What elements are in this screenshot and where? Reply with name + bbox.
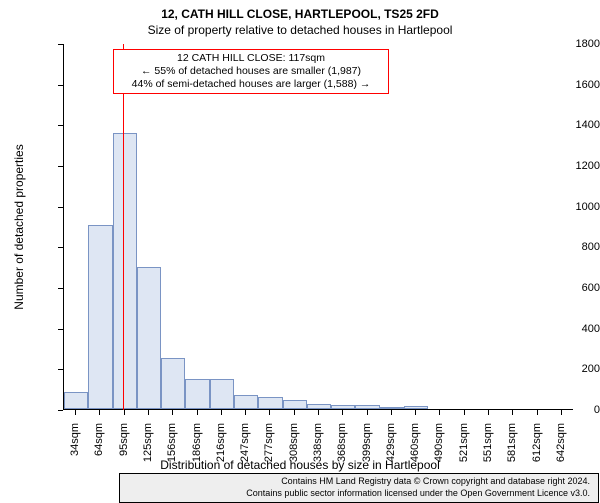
- histogram-bar: [64, 392, 88, 409]
- x-tick-label: 308sqm: [288, 423, 300, 473]
- x-tick-mark: [124, 410, 125, 415]
- y-tick-mark: [58, 410, 63, 411]
- y-tick-mark: [58, 125, 63, 126]
- y-tick-mark: [58, 44, 63, 45]
- y-tick-mark: [58, 288, 63, 289]
- x-tick-mark: [537, 410, 538, 415]
- x-tick-label: 642sqm: [555, 423, 567, 473]
- x-tick-mark: [99, 410, 100, 415]
- x-tick-mark: [75, 410, 76, 415]
- histogram-bar: [210, 379, 234, 410]
- chart-title-line1: 12, CATH HILL CLOSE, HARTLEPOOL, TS25 2F…: [0, 7, 600, 21]
- x-tick-label: 156sqm: [166, 423, 178, 473]
- x-tick-label: 581sqm: [506, 423, 518, 473]
- y-tick-mark: [58, 166, 63, 167]
- y-tick-mark: [58, 329, 63, 330]
- x-tick-mark: [342, 410, 343, 415]
- histogram-bar: [355, 405, 379, 409]
- footer-attribution: Contains HM Land Registry data © Crown c…: [119, 473, 599, 503]
- histogram-bar: [161, 358, 185, 409]
- x-tick-label: 247sqm: [239, 423, 251, 473]
- x-tick-mark: [172, 410, 173, 415]
- histogram-bar: [331, 405, 355, 409]
- x-tick-label: 277sqm: [263, 423, 275, 473]
- y-tick-mark: [58, 369, 63, 370]
- y-tick-mark: [58, 85, 63, 86]
- x-tick-mark: [197, 410, 198, 415]
- x-tick-mark: [269, 410, 270, 415]
- y-tick-label: 600: [545, 282, 600, 294]
- x-tick-mark: [367, 410, 368, 415]
- x-tick-label: 521sqm: [458, 423, 470, 473]
- x-tick-label: 612sqm: [531, 423, 543, 473]
- histogram-bar: [258, 397, 282, 409]
- histogram-bar: [380, 407, 404, 409]
- y-tick-label: 1600: [545, 79, 600, 91]
- annotation-line: ← 55% of detached houses are smaller (1,…: [120, 65, 382, 78]
- y-tick-mark: [58, 207, 63, 208]
- x-tick-label: 95sqm: [118, 423, 130, 473]
- x-tick-mark: [488, 410, 489, 415]
- x-tick-mark: [439, 410, 440, 415]
- y-tick-label: 400: [545, 323, 600, 335]
- y-tick-label: 1800: [545, 38, 600, 50]
- x-tick-label: 399sqm: [361, 423, 373, 473]
- histogram-bar: [404, 406, 428, 409]
- x-tick-label: 551sqm: [482, 423, 494, 473]
- histogram-bar: [113, 133, 137, 409]
- x-tick-mark: [318, 410, 319, 415]
- x-tick-mark: [512, 410, 513, 415]
- y-axis-label: Number of detached properties: [12, 44, 26, 410]
- x-tick-mark: [221, 410, 222, 415]
- reference-line: [123, 44, 124, 410]
- x-tick-mark: [245, 410, 246, 415]
- annotation-box: 12 CATH HILL CLOSE: 117sqm← 55% of detac…: [113, 49, 389, 94]
- x-tick-mark: [391, 410, 392, 415]
- x-tick-label: 34sqm: [69, 423, 81, 473]
- y-tick-mark: [58, 247, 63, 248]
- chart-title-line2: Size of property relative to detached ho…: [0, 23, 600, 37]
- x-tick-label: 490sqm: [433, 423, 445, 473]
- x-tick-label: 125sqm: [142, 423, 154, 473]
- x-tick-label: 460sqm: [409, 423, 421, 473]
- annotation-line: 44% of semi-detached houses are larger (…: [120, 78, 382, 91]
- histogram-bar: [185, 379, 209, 410]
- y-tick-label: 200: [545, 363, 600, 375]
- x-tick-label: 368sqm: [336, 423, 348, 473]
- x-tick-mark: [294, 410, 295, 415]
- y-tick-label: 0: [545, 404, 600, 416]
- y-tick-label: 800: [545, 241, 600, 253]
- x-tick-mark: [148, 410, 149, 415]
- histogram-bar: [283, 400, 307, 409]
- histogram-bar: [234, 395, 258, 409]
- x-tick-mark: [561, 410, 562, 415]
- y-tick-label: 1400: [545, 119, 600, 131]
- footer-line: Contains public sector information licen…: [128, 488, 590, 500]
- histogram-bar: [88, 225, 112, 409]
- x-tick-label: 186sqm: [191, 423, 203, 473]
- x-tick-label: 64sqm: [93, 423, 105, 473]
- x-tick-mark: [415, 410, 416, 415]
- x-tick-label: 338sqm: [312, 423, 324, 473]
- histogram-bar: [137, 267, 161, 409]
- y-tick-label: 1000: [545, 201, 600, 213]
- x-tick-label: 429sqm: [385, 423, 397, 473]
- y-tick-label: 1200: [545, 160, 600, 172]
- plot-area: [63, 44, 573, 410]
- x-tick-mark: [464, 410, 465, 415]
- annotation-line: 12 CATH HILL CLOSE: 117sqm: [120, 52, 382, 65]
- x-tick-label: 216sqm: [215, 423, 227, 473]
- footer-line: Contains HM Land Registry data © Crown c…: [128, 476, 590, 488]
- histogram-bar: [307, 404, 331, 409]
